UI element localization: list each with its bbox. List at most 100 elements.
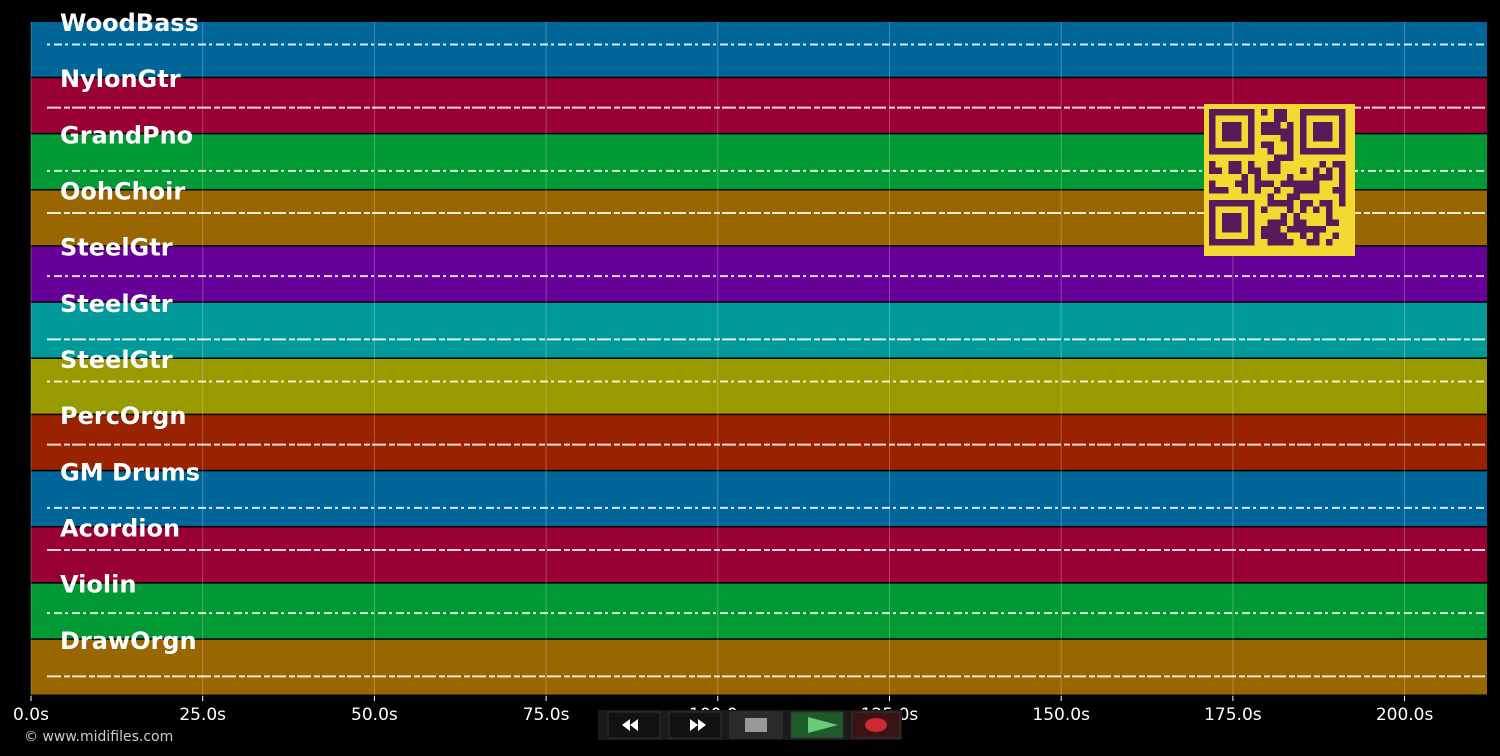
qr-cell (1300, 167, 1307, 174)
qr-cell (1274, 161, 1281, 168)
qr-cell (1209, 180, 1216, 187)
qr-cell (1332, 187, 1339, 194)
copyright: © www.midifiles.com (24, 729, 173, 745)
play-button[interactable] (790, 711, 844, 739)
qr-cell (1274, 226, 1281, 233)
tick-label: 175.0s (1204, 705, 1262, 725)
qr-cell (1313, 174, 1320, 181)
qr-cell (1274, 154, 1281, 161)
track-name: SteelGtr (60, 234, 173, 262)
track-name: SteelGtr (60, 346, 173, 374)
qr-cell (1287, 200, 1294, 207)
qr-cell (1280, 213, 1287, 220)
qr-cell (1300, 232, 1307, 239)
record-button[interactable] (851, 711, 901, 739)
qr-cell (1254, 180, 1261, 187)
qr-cell (1241, 180, 1248, 187)
track-lane (31, 639, 1487, 695)
qr-cell (1339, 193, 1346, 200)
qr-cell (1339, 161, 1346, 168)
qr-cell (1313, 206, 1320, 213)
forward-button[interactable] (668, 711, 722, 739)
qr-cell (1254, 167, 1261, 174)
qr-cell (1267, 148, 1274, 155)
tick-label: 50.0s (351, 705, 398, 725)
qr-cell (1326, 174, 1333, 181)
track-name: WoodBass (60, 9, 199, 37)
qr-cell (1332, 161, 1339, 168)
qr-cell (1319, 161, 1326, 168)
qr-cell (1300, 206, 1307, 213)
track-name: OohChoir (60, 178, 185, 206)
qr-cell (1293, 213, 1300, 220)
qr-cell (1228, 161, 1235, 168)
qr-cell (1261, 226, 1268, 233)
qr-cell (1306, 239, 1313, 246)
qr-cell (1209, 187, 1216, 194)
qr-cell (1261, 232, 1268, 239)
qr-finder (1222, 122, 1242, 142)
qr-cell (1313, 167, 1320, 174)
qr-cell (1267, 226, 1274, 233)
qr-cell (1274, 239, 1281, 246)
qr-cell (1287, 239, 1294, 246)
qr-cell (1280, 232, 1287, 239)
qr-cell (1274, 232, 1281, 239)
qr-cell (1306, 200, 1313, 207)
stop-button[interactable] (729, 711, 783, 739)
qr-cell (1313, 232, 1320, 239)
qr-cell (1267, 239, 1274, 246)
qr-cell (1267, 180, 1274, 187)
qr-cell (1267, 161, 1274, 168)
rewind-button[interactable] (607, 711, 661, 739)
qr-cell (1235, 161, 1242, 168)
qr-cell (1274, 109, 1281, 116)
qr-cell (1274, 122, 1281, 129)
qr-cell (1319, 174, 1326, 181)
qr-cell (1287, 206, 1294, 213)
track-lane (31, 359, 1487, 414)
qr-cell (1313, 180, 1320, 187)
qr-cell (1261, 141, 1268, 148)
tick-label: 200.0s (1376, 705, 1434, 725)
transport-controls (598, 710, 902, 740)
track-name: Acordion (60, 515, 180, 543)
qr-cell (1267, 167, 1274, 174)
qr-cell (1287, 174, 1294, 181)
qr-cell (1280, 115, 1287, 122)
qr-cell (1274, 200, 1281, 207)
tick-label: 25.0s (179, 705, 226, 725)
qr-cell (1287, 128, 1294, 135)
qr-cell (1287, 180, 1294, 187)
qr-cell (1261, 109, 1268, 116)
qr-cell (1300, 226, 1307, 233)
qr-cell (1267, 128, 1274, 135)
qr-cell (1287, 135, 1294, 142)
qr-cell (1306, 187, 1313, 194)
tick-label: 0.0s (13, 705, 49, 725)
qr-finder (1222, 213, 1242, 233)
qr-cell (1300, 219, 1307, 226)
qr-cell (1287, 226, 1294, 233)
qr-cell (1280, 219, 1287, 226)
qr-code (1204, 104, 1355, 256)
qr-cell (1261, 206, 1268, 213)
qr-cell (1274, 219, 1281, 226)
qr-cell (1293, 180, 1300, 187)
qr-finder (1313, 122, 1333, 142)
qr-cell (1326, 200, 1333, 207)
track-lane (31, 415, 1487, 470)
qr-cell (1209, 167, 1216, 174)
track-lane (31, 527, 1487, 583)
track-name: SteelGtr (60, 290, 173, 318)
qr-cell (1222, 187, 1229, 194)
qr-cell (1215, 167, 1222, 174)
qr-cell (1319, 226, 1326, 233)
qr-cell (1300, 180, 1307, 187)
qr-cell (1280, 154, 1287, 161)
track-name: GM Drums (60, 458, 200, 486)
qr-cell (1215, 187, 1222, 194)
qr-cell (1287, 193, 1294, 200)
qr-cell (1267, 232, 1274, 239)
